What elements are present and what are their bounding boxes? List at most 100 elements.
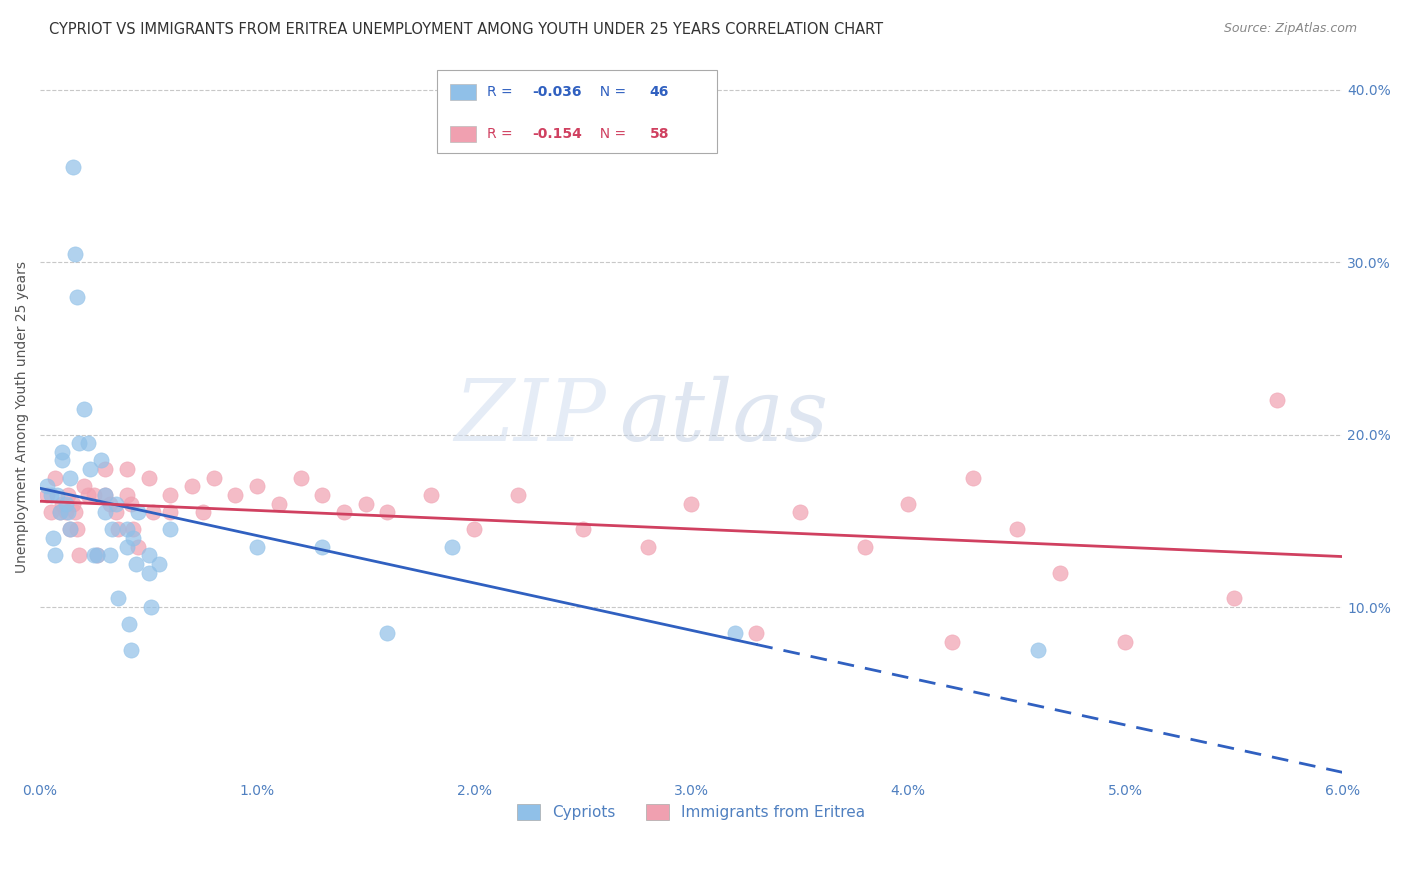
Point bbox=[159, 488, 181, 502]
Point bbox=[224, 488, 246, 502]
Point bbox=[1028, 643, 1050, 657]
Point bbox=[100, 523, 122, 537]
Point bbox=[139, 600, 162, 615]
Text: N =: N = bbox=[591, 86, 630, 99]
Point bbox=[48, 505, 70, 519]
Point bbox=[55, 505, 77, 519]
Point bbox=[35, 488, 58, 502]
Point bbox=[115, 540, 138, 554]
Point bbox=[59, 523, 82, 537]
Legend: Cypriots, Immigrants from Eritrea: Cypriots, Immigrants from Eritrea bbox=[510, 798, 872, 826]
Point bbox=[124, 557, 146, 571]
Point bbox=[42, 531, 65, 545]
Point bbox=[105, 497, 128, 511]
Text: R =: R = bbox=[486, 127, 517, 141]
Point bbox=[72, 479, 94, 493]
Point bbox=[62, 161, 84, 175]
Point bbox=[745, 626, 768, 640]
Point bbox=[79, 462, 101, 476]
Point bbox=[853, 540, 876, 554]
Point bbox=[1222, 591, 1244, 606]
Text: N =: N = bbox=[591, 127, 630, 141]
Point bbox=[138, 471, 160, 485]
Point bbox=[51, 497, 73, 511]
Point bbox=[66, 523, 89, 537]
Point bbox=[941, 634, 963, 648]
Text: atlas: atlas bbox=[620, 376, 828, 458]
Point bbox=[107, 523, 129, 537]
Point bbox=[94, 505, 117, 519]
Point bbox=[48, 505, 70, 519]
Point bbox=[441, 540, 464, 554]
Text: 46: 46 bbox=[650, 86, 669, 99]
Point bbox=[98, 497, 121, 511]
Point bbox=[246, 540, 269, 554]
Point bbox=[681, 497, 703, 511]
Text: Source: ZipAtlas.com: Source: ZipAtlas.com bbox=[1223, 22, 1357, 36]
Point bbox=[191, 505, 214, 519]
Point bbox=[115, 462, 138, 476]
Point bbox=[290, 471, 312, 485]
Point bbox=[66, 290, 89, 304]
Point bbox=[118, 617, 141, 632]
Point bbox=[76, 488, 98, 502]
Point bbox=[311, 488, 333, 502]
Point bbox=[44, 549, 66, 563]
Point bbox=[138, 566, 160, 580]
Point bbox=[138, 549, 160, 563]
Point bbox=[58, 505, 80, 519]
Point bbox=[86, 549, 108, 563]
Point bbox=[120, 643, 142, 657]
Text: R =: R = bbox=[486, 86, 517, 99]
Point bbox=[463, 523, 485, 537]
Point bbox=[35, 479, 58, 493]
Point bbox=[159, 505, 181, 519]
Point bbox=[962, 471, 984, 485]
Point bbox=[67, 549, 90, 563]
Point bbox=[267, 497, 290, 511]
Point bbox=[107, 591, 129, 606]
Point bbox=[115, 523, 138, 537]
Point bbox=[122, 531, 145, 545]
Point bbox=[44, 471, 66, 485]
Point bbox=[159, 523, 181, 537]
Point bbox=[86, 549, 108, 563]
Y-axis label: Unemployment Among Youth under 25 years: Unemployment Among Youth under 25 years bbox=[15, 261, 30, 574]
Point bbox=[1265, 393, 1288, 408]
Bar bbox=[437, 70, 717, 153]
Point bbox=[181, 479, 204, 493]
Point bbox=[419, 488, 441, 502]
Point bbox=[354, 497, 377, 511]
Point bbox=[94, 462, 117, 476]
Point bbox=[127, 540, 149, 554]
Point bbox=[51, 453, 73, 467]
Text: ZIP: ZIP bbox=[454, 376, 606, 458]
Point bbox=[115, 488, 138, 502]
Point bbox=[59, 471, 82, 485]
Point bbox=[1005, 523, 1028, 537]
Point bbox=[51, 445, 73, 459]
Point bbox=[63, 246, 86, 260]
Point bbox=[39, 488, 62, 502]
Point bbox=[311, 540, 333, 554]
Point bbox=[637, 540, 659, 554]
Point bbox=[83, 549, 105, 563]
Point bbox=[39, 505, 62, 519]
Bar bbox=[450, 84, 477, 100]
Point bbox=[46, 488, 69, 502]
Point bbox=[1049, 566, 1071, 580]
Point bbox=[122, 523, 145, 537]
Point bbox=[63, 505, 86, 519]
Point bbox=[62, 497, 84, 511]
Point bbox=[58, 488, 80, 502]
Point bbox=[59, 523, 82, 537]
Bar bbox=[450, 126, 477, 142]
Point bbox=[83, 488, 105, 502]
Point bbox=[202, 471, 225, 485]
Point bbox=[506, 488, 529, 502]
Point bbox=[55, 497, 77, 511]
Point bbox=[72, 401, 94, 416]
Point bbox=[897, 497, 920, 511]
Point bbox=[375, 505, 398, 519]
Text: CYPRIOT VS IMMIGRANTS FROM ERITREA UNEMPLOYMENT AMONG YOUTH UNDER 25 YEARS CORRE: CYPRIOT VS IMMIGRANTS FROM ERITREA UNEMP… bbox=[49, 22, 883, 37]
